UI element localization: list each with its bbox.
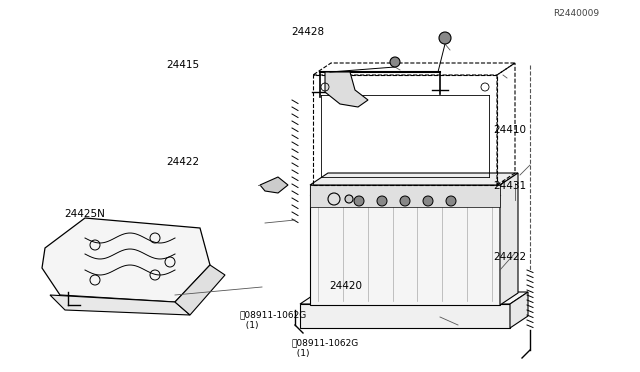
Circle shape	[400, 196, 410, 206]
Circle shape	[377, 196, 387, 206]
Polygon shape	[50, 295, 190, 315]
Circle shape	[423, 196, 433, 206]
Text: 24425N: 24425N	[64, 209, 105, 219]
Polygon shape	[175, 265, 225, 315]
Polygon shape	[300, 304, 510, 328]
Polygon shape	[325, 72, 368, 107]
Circle shape	[446, 196, 456, 206]
Text: 24422: 24422	[493, 252, 526, 262]
Circle shape	[354, 196, 364, 206]
Text: 24420: 24420	[330, 282, 363, 291]
Circle shape	[390, 57, 400, 67]
Text: ⓝ08911-1062G
  (1): ⓝ08911-1062G (1)	[240, 310, 307, 330]
Polygon shape	[310, 185, 500, 305]
Circle shape	[345, 195, 353, 203]
Text: 24428: 24428	[291, 27, 324, 36]
Text: R2440009: R2440009	[554, 9, 600, 17]
Text: ⓝ08911-1062G
  (1): ⓝ08911-1062G (1)	[291, 338, 358, 357]
Polygon shape	[510, 292, 528, 328]
Text: 24415: 24415	[166, 60, 200, 70]
Polygon shape	[42, 218, 210, 302]
Polygon shape	[310, 173, 518, 185]
Polygon shape	[500, 173, 518, 305]
Polygon shape	[300, 292, 528, 304]
Polygon shape	[260, 177, 288, 193]
Text: 24410: 24410	[493, 125, 526, 135]
Text: 24431: 24431	[493, 181, 526, 191]
Text: 24422: 24422	[166, 157, 200, 167]
Polygon shape	[310, 185, 500, 207]
Circle shape	[439, 32, 451, 44]
